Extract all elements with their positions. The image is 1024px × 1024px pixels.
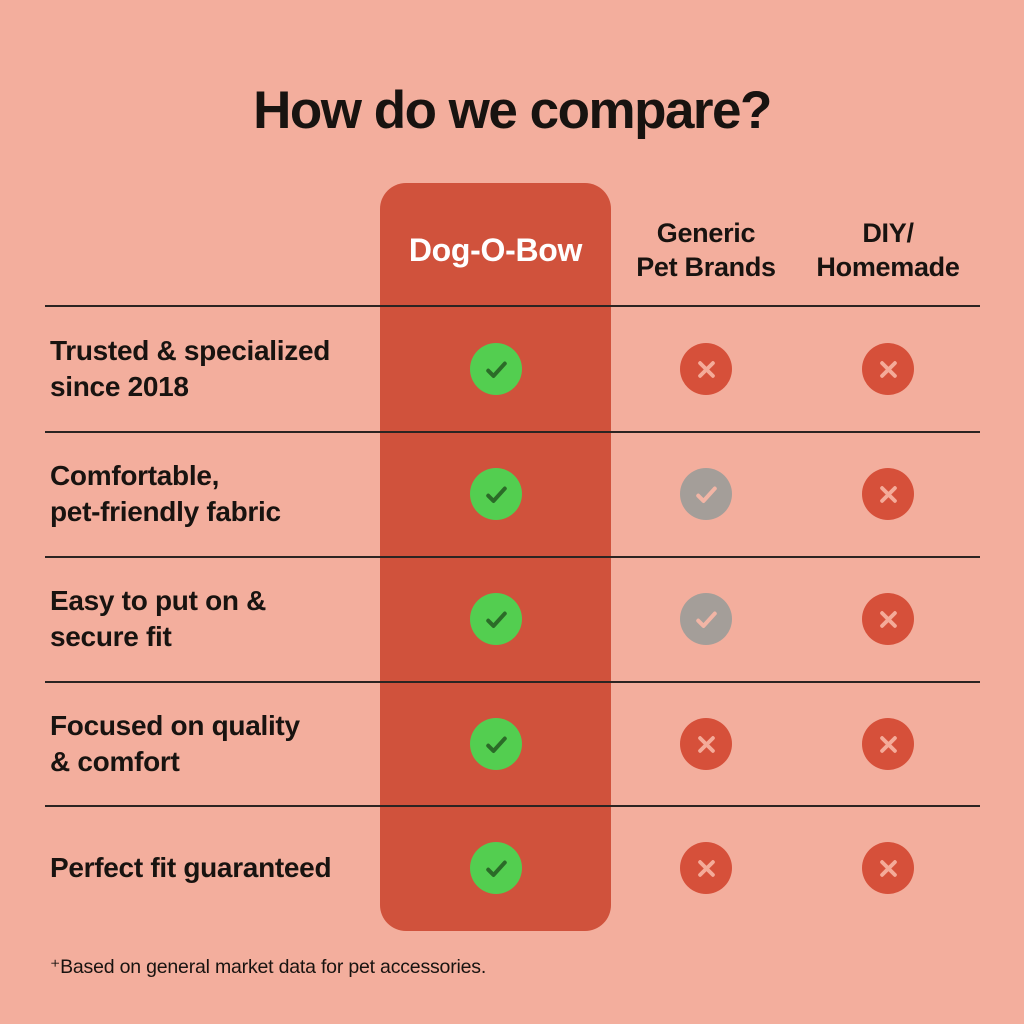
cross-circle-icon <box>680 718 732 770</box>
column-header-dogobow: Dog-O-Bow <box>408 232 583 268</box>
cross-circle-icon <box>862 718 914 770</box>
cross-circle-icon <box>862 593 914 645</box>
table-row: Easy to put on & secure fit <box>0 557 1024 681</box>
check-circle-icon <box>470 343 522 395</box>
row-label: Trusted & specialized since 2018 <box>50 335 331 402</box>
cross-circle-icon <box>862 842 914 894</box>
check-circle-icon <box>470 718 522 770</box>
row-divider <box>45 805 980 807</box>
page-title: How do we compare? <box>253 81 772 140</box>
row-divider <box>45 681 980 683</box>
check-circle-icon <box>470 842 522 894</box>
row-label: Comfortable, pet-friendly fabric <box>50 460 281 527</box>
row-divider <box>45 556 980 558</box>
cross-circle-icon <box>680 343 732 395</box>
check-circle-icon <box>680 593 732 645</box>
footnote: ⁺Based on general market data for pet ac… <box>50 956 487 978</box>
column-header-diy-homemade: DIY/ Homemade <box>816 218 960 282</box>
table-row: Comfortable, pet-friendly fabric <box>0 432 1024 556</box>
table-row: Trusted & specialized since 2018 <box>0 307 1024 431</box>
table-row: Focused on quality & comfort <box>0 682 1024 806</box>
row-label: Perfect fit guaranteed <box>50 852 332 883</box>
cross-circle-icon <box>862 468 914 520</box>
row-label: Easy to put on & secure fit <box>50 585 267 652</box>
row-divider <box>45 305 980 307</box>
row-label: Focused on quality & comfort <box>50 710 300 777</box>
cross-circle-icon <box>862 343 914 395</box>
check-circle-icon <box>680 468 732 520</box>
cross-circle-icon <box>680 842 732 894</box>
check-circle-icon <box>470 468 522 520</box>
table-row: Perfect fit guaranteed <box>0 806 1024 930</box>
check-circle-icon <box>470 593 522 645</box>
column-header-generic-pet-brands: Generic Pet Brands <box>636 218 776 282</box>
row-divider <box>45 431 980 433</box>
